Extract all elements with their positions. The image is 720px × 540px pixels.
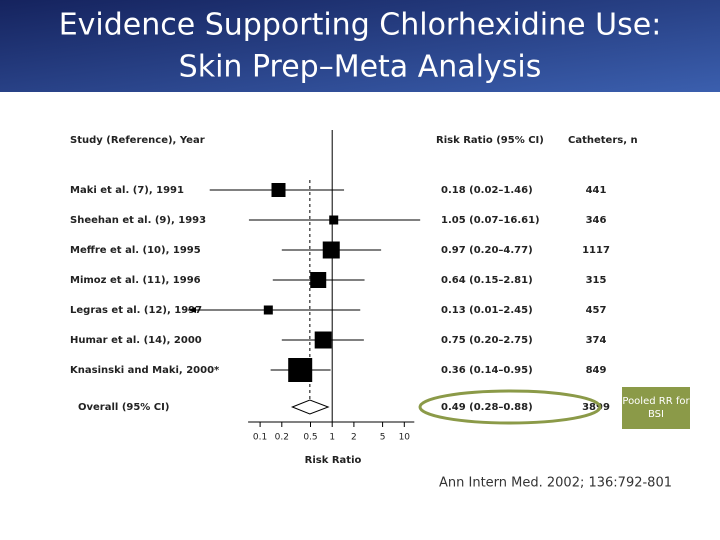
ratio-label: 0.75 (0.20–2.75) [441,335,533,346]
catheter-count: 346 [586,215,607,226]
highlight [418,389,602,425]
study-label: Humar et al. (14), 2000 [70,335,202,346]
x-tick-label: 1 [329,433,335,443]
estimate-box [288,358,313,382]
x-tick-label: 10 [399,433,411,443]
catheter-count: 374 [586,335,607,346]
study-label: Overall (95% CI) [78,402,169,413]
column-header: Catheters, n [568,135,638,146]
ratio-label: 0.49 (0.28–0.88) [441,402,533,413]
title-banner [0,0,720,92]
study-label: Sheehan et al. (9), 1993 [70,215,206,226]
ratio-label: 1.05 (0.07–16.61) [441,215,540,226]
ci-arrow [188,307,196,313]
title-line: Evidence Supporting Chlorhexidine Use: [59,8,662,43]
catheter-count: 441 [586,185,607,196]
catheter-count: 1117 [582,245,610,256]
study-label: Meffre et al. (10), 1995 [70,245,201,256]
callout: Pooled RR for BSI [622,387,690,429]
pooled-diamond [290,399,330,415]
catheter-count: 315 [586,275,607,286]
estimate-box [329,215,339,225]
x-axis-label: Risk Ratio [305,455,362,466]
catheter-count: 457 [586,305,607,316]
source: Ann Intern Med. 2002; 136:792-801 [439,476,672,491]
ratio-label: 0.97 (0.20–4.77) [441,245,533,256]
estimate-box [263,305,273,315]
x-tick-label: 0.2 [275,433,289,443]
estimate-box [322,241,340,259]
estimate-box [310,272,327,288]
ratio-label: 0.13 (0.01–2.45) [441,305,533,316]
x-tick-label: 2 [351,433,357,443]
study-label: Legras et al. (12), 1997 [70,305,202,316]
study-label: Knasinski and Maki, 2000* [70,365,220,376]
ratio-label: 0.64 (0.15–2.81) [441,275,533,286]
study-label: Mimoz et al. (11), 1996 [70,275,201,286]
ratio-label: 0.36 (0.14–0.95) [441,365,533,376]
column-header: Risk Ratio (95% CI) [436,135,544,146]
catheter-count: 849 [586,365,607,376]
ratio-label: 0.18 (0.02–1.46) [441,185,533,196]
catheter-count: 3899 [582,402,610,413]
x-tick-label: 0.1 [253,433,267,443]
x-tick-label: 5 [380,433,386,443]
estimate-box [271,183,286,197]
estimate-box [314,331,332,349]
title-line: Skin Prep–Meta Analysis [179,50,542,85]
x-tick-label: 0.5 [303,433,317,443]
column-header: Study (Reference), Year [70,135,205,146]
study-label: Maki et al. (7), 1991 [70,185,184,196]
